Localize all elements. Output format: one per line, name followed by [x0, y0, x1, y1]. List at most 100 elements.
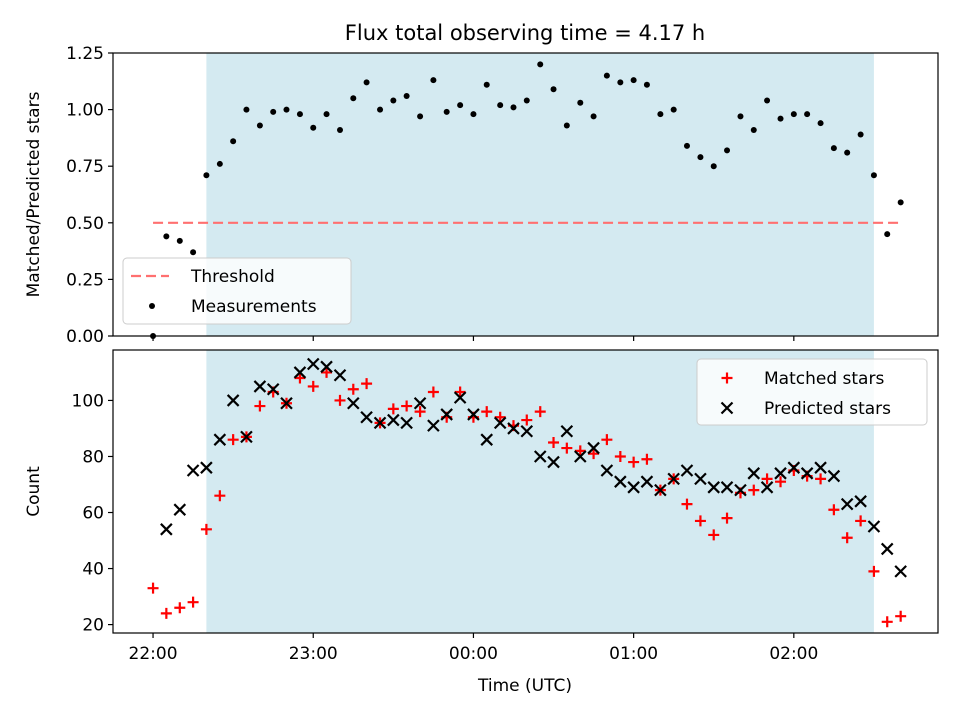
predicted-star-point	[533, 450, 547, 463]
measurement-point	[417, 113, 424, 120]
matched-star-point	[828, 504, 840, 516]
measurement-point	[470, 111, 477, 118]
measurement-point	[283, 106, 290, 113]
measurement-point	[510, 104, 517, 111]
matched-star-point	[841, 532, 853, 544]
predicted-star-point	[467, 408, 480, 421]
measurement-point	[176, 237, 183, 244]
matched-star-point	[694, 515, 706, 527]
measurement-point	[163, 233, 170, 240]
y-tick-label: 0.00	[66, 327, 104, 347]
measurement-point	[750, 126, 757, 133]
measurement-point	[457, 102, 464, 109]
measurement-point	[243, 106, 250, 113]
measurement-point	[336, 126, 343, 133]
y-tick-label: 1.00	[66, 101, 104, 121]
predicted-star-point	[800, 467, 814, 480]
predicted-star-point	[480, 433, 494, 446]
predicted-star-point	[333, 368, 347, 382]
predicted-star-point	[880, 542, 894, 556]
measurement-point	[790, 111, 797, 118]
matched-star-point	[254, 400, 266, 412]
predicted-star-point	[200, 461, 213, 474]
predicted-star-point	[760, 481, 774, 494]
predicted-star-point	[707, 481, 721, 494]
predicted-star-point	[787, 461, 801, 474]
predicted-star-point	[186, 464, 200, 477]
legend-measurements-swatch	[149, 303, 155, 309]
matched-star-point	[494, 411, 506, 423]
measurement-point	[350, 95, 357, 102]
predicted-star-point	[747, 467, 761, 480]
measurement-point	[323, 111, 330, 118]
y-tick-label: 1.25	[66, 44, 104, 64]
predicted-star-point	[280, 396, 293, 410]
predicted-star-point	[694, 472, 707, 486]
matched-star-point	[855, 515, 867, 527]
predicted-star-point	[387, 413, 400, 427]
legend-predicted-swatch	[720, 401, 734, 415]
measurement-point	[870, 172, 877, 179]
predicted-star-point	[160, 523, 173, 536]
chart-title: Flux total observing time = 4.17 h	[345, 21, 705, 45]
legend-matched-label: Matched stars	[764, 369, 884, 389]
predicted-star-point	[574, 450, 587, 463]
matched-star-point	[641, 453, 653, 465]
matched-star-point	[227, 434, 239, 446]
matched-star-point	[214, 490, 226, 502]
x-tick-label: 02:00	[769, 644, 818, 664]
x-tick-label: 00:00	[449, 644, 498, 664]
measurement-point	[764, 97, 771, 104]
measurement-point	[190, 249, 197, 256]
predicted-star-point	[894, 565, 907, 578]
matched-star-point	[147, 582, 159, 594]
predicted-star-point	[627, 481, 640, 494]
predicted-star-point	[266, 382, 280, 396]
predicted-star-point	[493, 416, 507, 430]
y-tick-label: 0.50	[66, 214, 104, 234]
measurement-point	[617, 79, 624, 86]
predicted-star-point	[654, 483, 667, 497]
measurement-point	[630, 77, 637, 84]
matched-star-point	[561, 442, 573, 454]
matched-star-point	[307, 380, 319, 392]
measurement-point	[657, 111, 664, 118]
measurement-point	[777, 115, 784, 122]
predicted-star-point	[667, 472, 680, 486]
matched-star-point	[294, 372, 306, 384]
measurement-point	[724, 147, 731, 154]
predicted-star-point	[440, 408, 453, 421]
legend-predicted-label: Predicted stars	[764, 399, 891, 419]
measurement-point	[363, 79, 370, 86]
matched-star-point	[387, 403, 399, 415]
matched-star-point	[548, 436, 560, 448]
predicted-star-point	[614, 475, 627, 488]
predicted-star-point	[400, 416, 413, 430]
predicted-star-point	[306, 357, 320, 371]
predicted-star-point	[814, 461, 827, 474]
measurement-point	[603, 72, 610, 79]
matched-star-point	[815, 473, 827, 485]
x-tick-label: 22:00	[129, 644, 178, 664]
y-tick-label: 0.25	[66, 270, 104, 290]
matched-star-point	[187, 596, 199, 608]
legend-box	[122, 257, 352, 325]
predicted-star-point	[854, 495, 867, 508]
matched-star-point	[761, 473, 773, 485]
x-axis-label: Time (UTC)	[477, 676, 572, 696]
matched-star-point	[588, 448, 600, 460]
lower-plot-panel: 20 40 60 80 100 22:00 23:00 00:00 01:00 02:00 Coun…	[24, 349, 939, 664]
measurement-point	[430, 77, 437, 84]
matched-star-point	[521, 414, 533, 426]
legend-threshold-label: Threshold	[190, 267, 275, 287]
measurement-point	[643, 81, 650, 88]
measurement-point	[737, 113, 744, 120]
legend-measurements-label: Measurements	[191, 297, 317, 317]
measurement-point	[844, 149, 851, 156]
matched-star-point	[681, 498, 693, 510]
y-tick-label: 100	[72, 391, 104, 411]
matched-star-point	[401, 400, 413, 412]
measurement-point	[377, 106, 384, 113]
predicted-star-point	[720, 481, 734, 494]
